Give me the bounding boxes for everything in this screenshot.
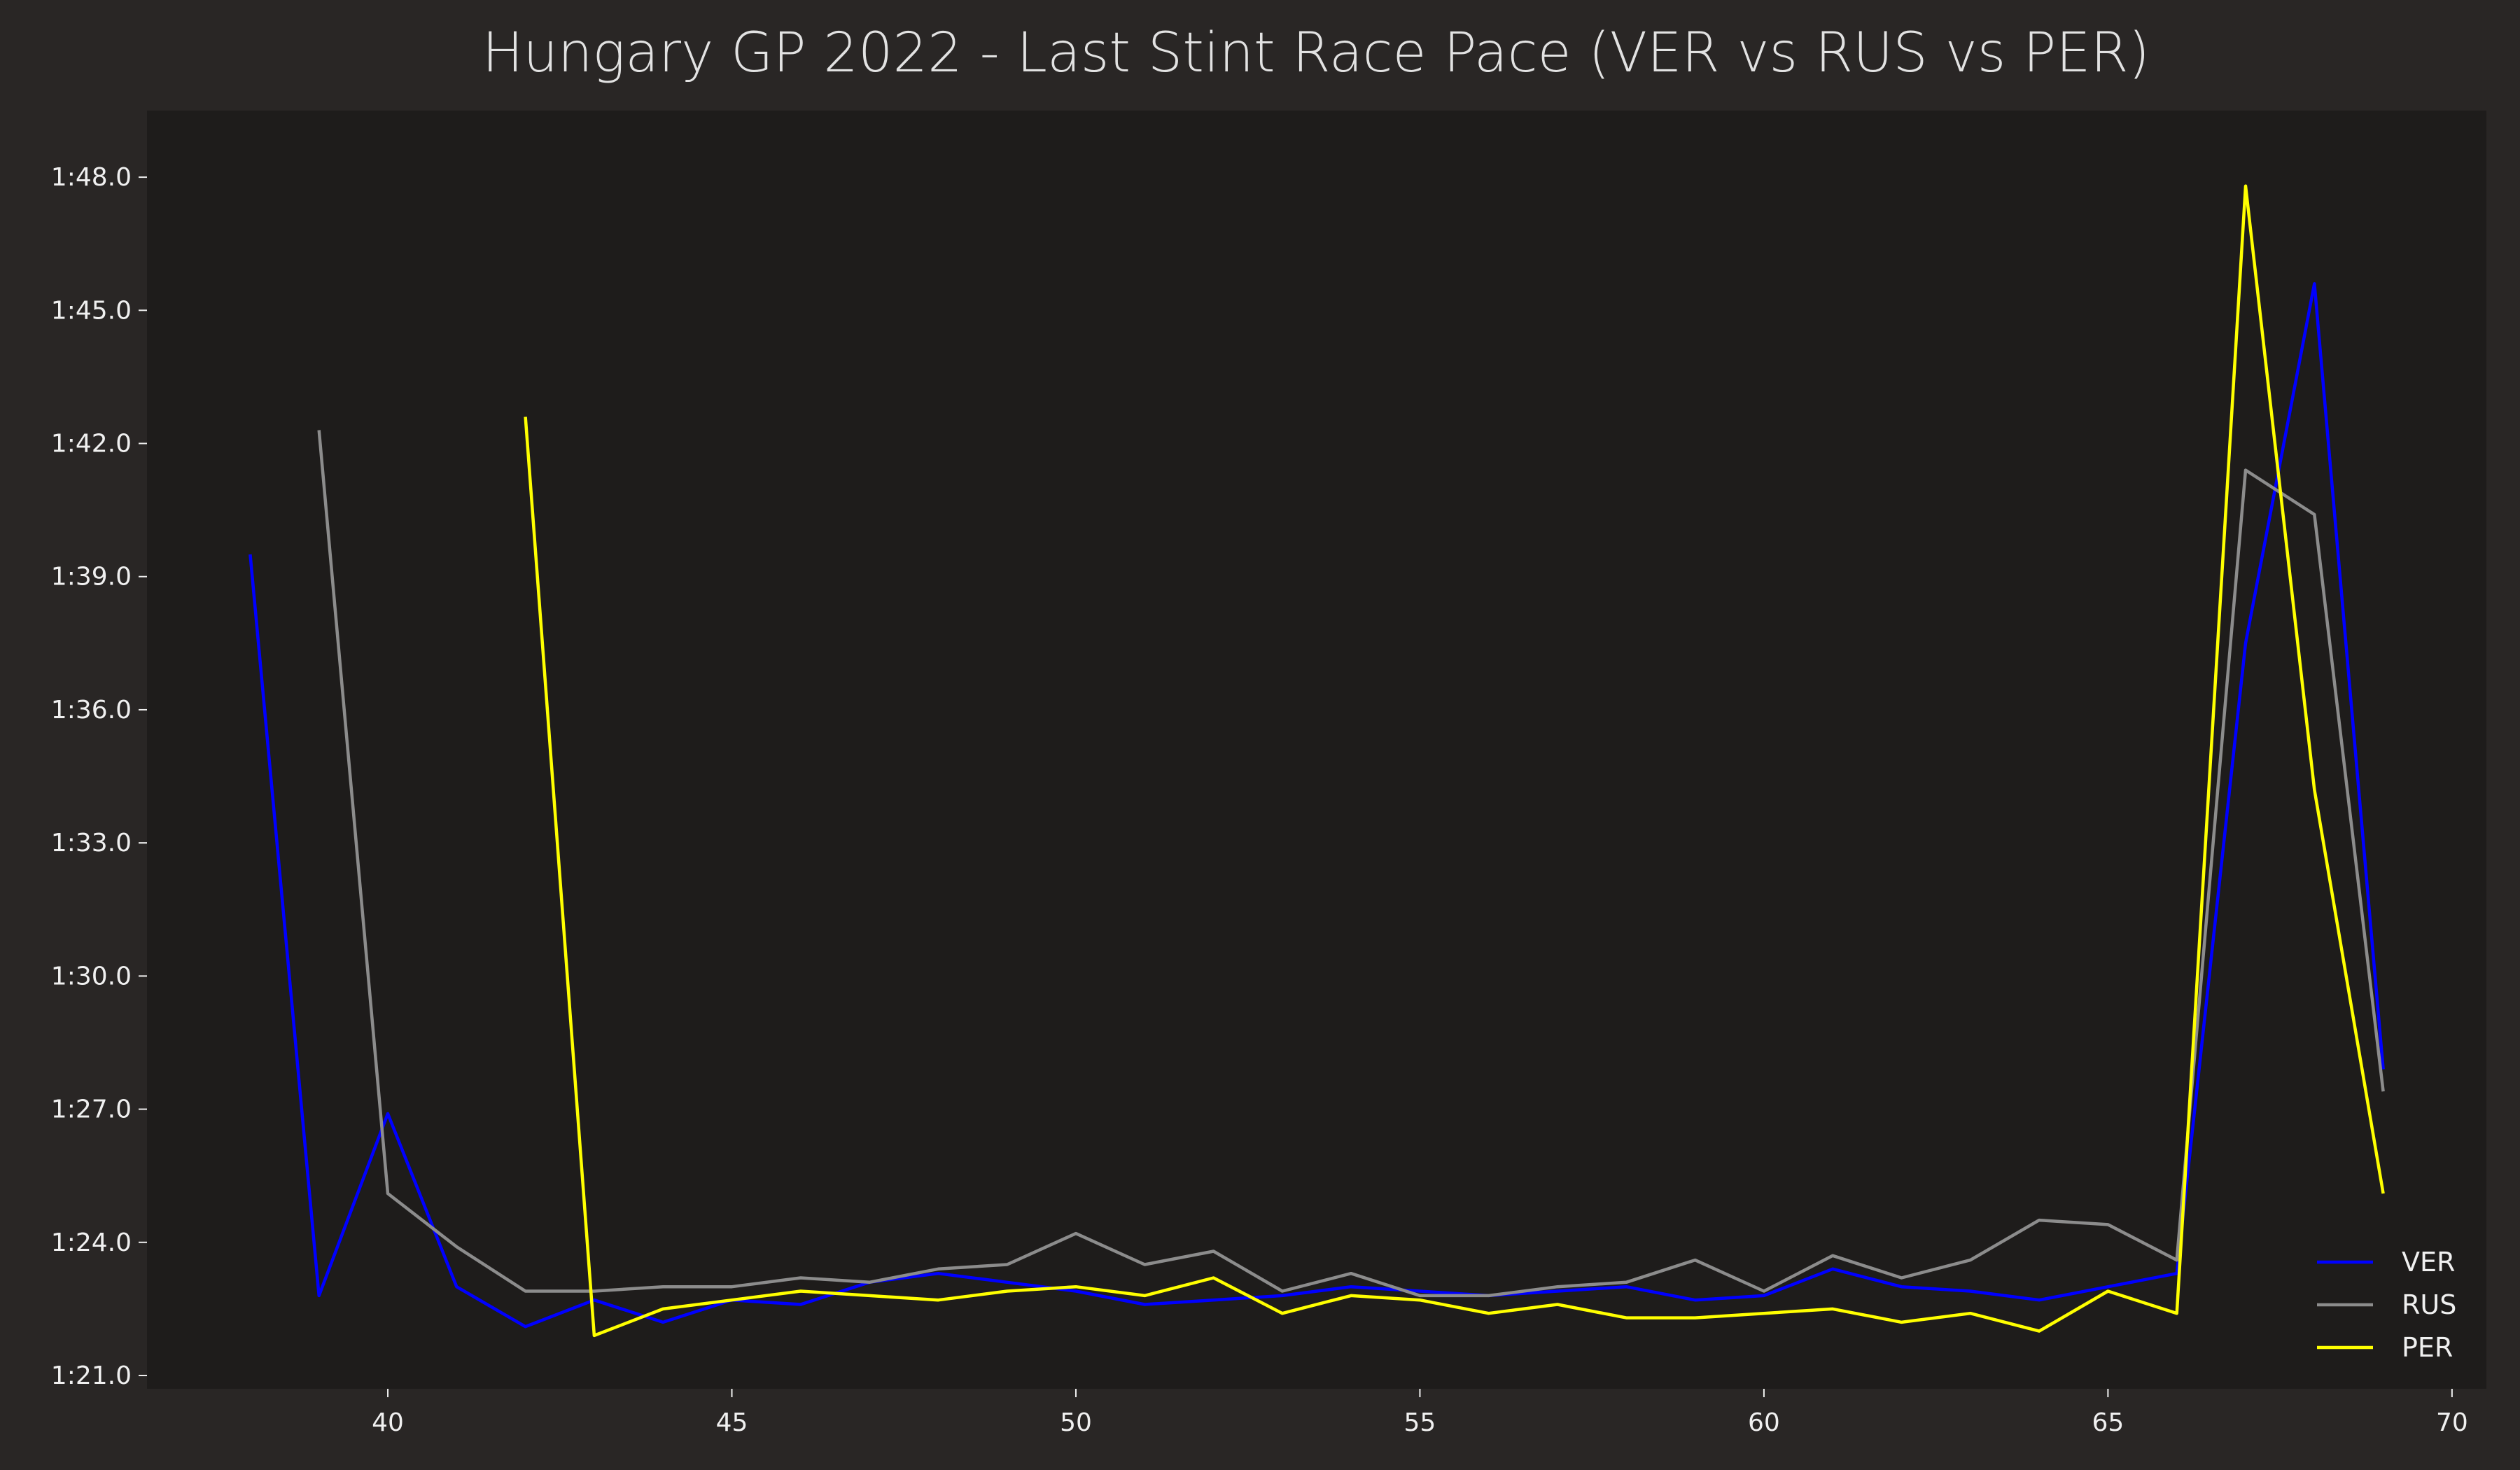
- x-tick-label: 50: [1060, 1408, 1092, 1437]
- series-line-ver: [248, 282, 2385, 1329]
- x-tick-label: 60: [1748, 1408, 1780, 1437]
- y-tick-label: 1:36.0: [51, 696, 132, 724]
- x-axis: 40 45 50 55 60 65 70: [372, 1389, 2468, 1437]
- y-tick-label: 1:48.0: [51, 163, 132, 192]
- legend-label-ver: VER: [2402, 1247, 2455, 1278]
- y-tick-label: 1:24.0: [51, 1228, 132, 1257]
- x-tick-label: 40: [372, 1408, 404, 1437]
- y-axis: 1:21.0 1:24.0 1:27.0 1:30.0 1:33.0 1:36.0 1:39…: [51, 163, 147, 1390]
- x-tick-label: 65: [2092, 1408, 2124, 1437]
- legend-label-rus: RUS: [2402, 1289, 2456, 1320]
- legend: VER RUS PER: [2317, 1247, 2456, 1363]
- y-tick-label: 1:33.0: [51, 829, 132, 858]
- x-tick-label: 55: [1404, 1408, 1436, 1437]
- series-lines: [248, 184, 2385, 1338]
- x-tick-label: 45: [716, 1408, 748, 1437]
- series-line-per: [524, 184, 2385, 1338]
- y-tick-label: 1:21.0: [51, 1362, 132, 1390]
- y-tick-label: 1:39.0: [51, 563, 132, 592]
- y-tick-label: 1:45.0: [51, 296, 132, 325]
- chart-title: Hungary GP 2022 - Last Stint Race Pace (…: [482, 22, 2150, 85]
- legend-label-per: PER: [2402, 1332, 2453, 1363]
- y-tick-label: 1:42.0: [51, 430, 132, 458]
- plot-area: [147, 111, 2486, 1389]
- x-tick-label: 70: [2436, 1408, 2468, 1437]
- series-line-rus: [317, 430, 2385, 1298]
- y-tick-label: 1:30.0: [51, 962, 132, 990]
- y-tick-label: 1:27.0: [51, 1096, 132, 1124]
